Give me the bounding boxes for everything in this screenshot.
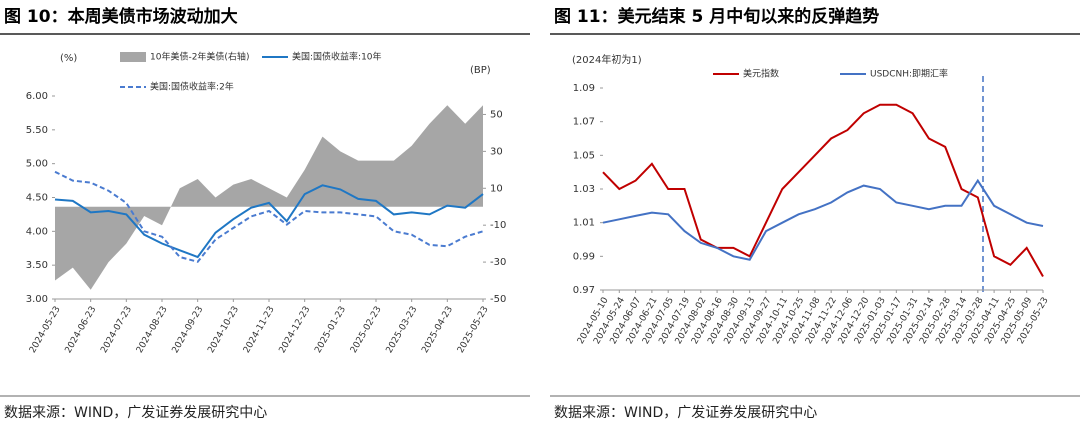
y-tick-label: 3.00 [26, 294, 48, 305]
legend-label: 美国:国债收益率:10年 [292, 51, 382, 63]
y-tick-label: 0.99 [573, 251, 595, 262]
y2-tick-label: 50 [490, 109, 503, 120]
y2-tick-label: 10 [490, 183, 503, 194]
legend-label: 10年美债-2年美债(右轴) [150, 51, 249, 63]
y-tick-label: 4.50 [26, 193, 48, 204]
y-tick-label: 5.00 [26, 159, 48, 170]
x-tick-label: 2024-09-23 [171, 305, 206, 355]
chart-title: 图 11：美元结束 5 月中旬以来的反弹趋势 [554, 6, 879, 27]
y-tick-label: 4.00 [26, 226, 48, 237]
x-tick-label: 2024-07-23 [99, 305, 134, 355]
x-tick-label: 2024-08-23 [135, 305, 170, 355]
x-tick-label: 2024-06-23 [64, 305, 99, 355]
y2-tick-label: 30 [490, 146, 503, 157]
y2-tick-label: -10 [490, 220, 506, 231]
x-tick-label: 2024-12-23 [278, 305, 313, 355]
y-tick-label: 0.97 [573, 285, 595, 296]
y-tick-label: 1.09 [573, 83, 595, 94]
legend-label: 美国:国债收益率:2年 [150, 81, 234, 93]
line [54, 170, 484, 263]
y-tick-label: 1.05 [573, 150, 595, 161]
y-tick-label: 1.03 [573, 184, 595, 195]
y-unit: (%) [60, 53, 77, 64]
x-tick-label: 2025-04-23 [420, 305, 455, 355]
legend-label: USDCNH:即期汇率 [870, 68, 948, 80]
y2-tick-label: -30 [490, 257, 506, 268]
line [602, 178, 1044, 261]
line [602, 103, 1044, 277]
x-tick-label: 2025-03-23 [385, 305, 420, 355]
x-tick-label: 2025-02-23 [349, 305, 384, 355]
y-tick-label: 3.50 [26, 260, 48, 271]
y2-tick-label: -50 [490, 294, 506, 305]
chart-title: 图 10：本周美债市场波动加大 [4, 6, 238, 27]
source: 数据来源：WIND，广发证券发展研究中心 [4, 405, 267, 421]
area [55, 105, 483, 290]
x-tick-label: 2025-01-23 [313, 305, 348, 355]
legend-swatch [120, 52, 146, 62]
source: 数据来源：WIND，广发证券发展研究中心 [554, 405, 817, 421]
x-tick-label: 2025-05-23 [456, 305, 491, 355]
y-tick-label: 1.01 [573, 218, 595, 229]
y-tick-label: 1.07 [573, 117, 595, 128]
y-tick-label: 5.50 [26, 125, 48, 136]
x-tick-label: 2024-05-23 [28, 305, 63, 355]
y-tick-label: 6.00 [26, 91, 48, 102]
x-tick-label: 2024-10-23 [206, 305, 241, 355]
y-unit: (2024年初为1) [572, 53, 642, 66]
line [54, 184, 484, 259]
legend-label: 美元指数 [743, 68, 779, 80]
x-tick-label: 2024-11-23 [242, 305, 277, 355]
y2-unit: (BP) [470, 65, 491, 76]
